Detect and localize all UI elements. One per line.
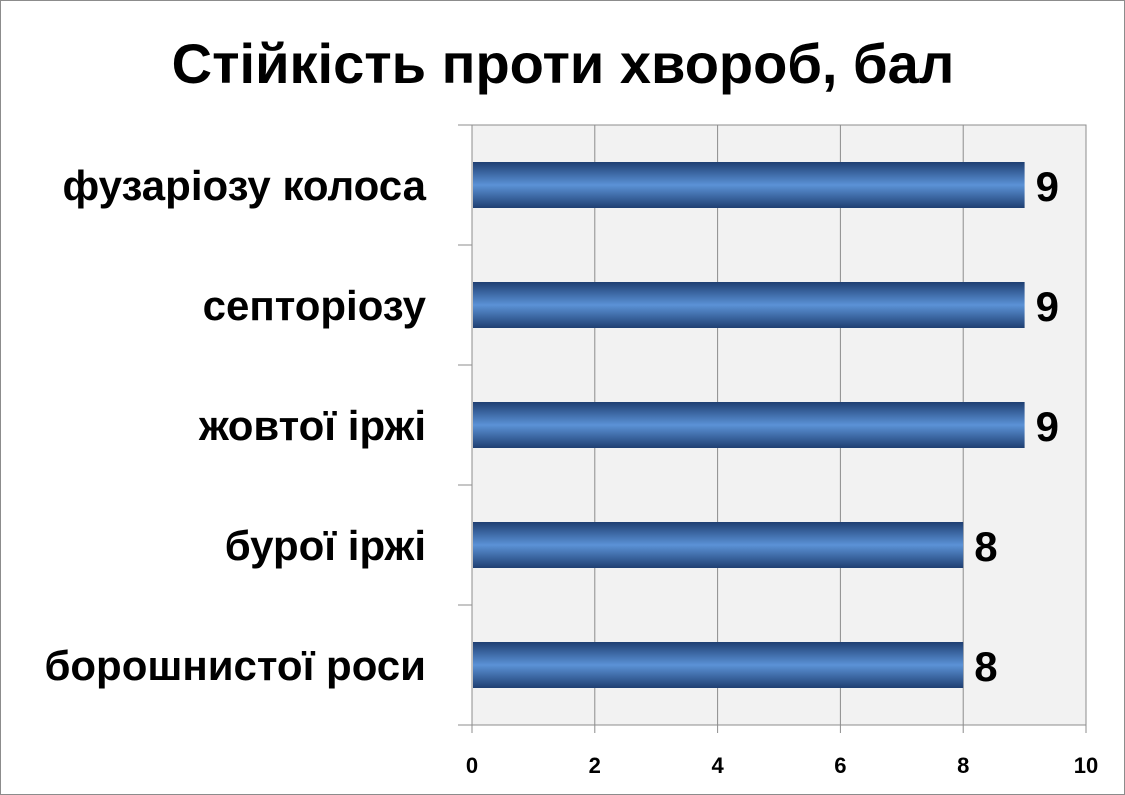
bar — [473, 282, 1025, 328]
category-label: фузаріозу колоса — [62, 162, 426, 209]
bar — [473, 402, 1025, 448]
x-tick-label: 8 — [957, 753, 969, 778]
data-label: 9 — [1036, 403, 1059, 450]
data-label: 8 — [974, 643, 997, 690]
bar — [473, 162, 1025, 208]
x-tick-label: 4 — [711, 753, 724, 778]
bar — [473, 522, 964, 568]
x-tick-label: 2 — [589, 753, 601, 778]
data-label: 8 — [974, 523, 997, 570]
data-label: 9 — [1036, 283, 1059, 330]
chart-title: Стійкість проти хвороб, бал — [172, 32, 955, 95]
category-label: септоріозу — [203, 282, 427, 329]
category-label: борошнистої роси — [44, 642, 426, 689]
bars — [473, 162, 1025, 688]
data-label: 9 — [1036, 163, 1059, 210]
category-label: жовтої іржі — [198, 402, 426, 449]
x-tick-label: 10 — [1074, 753, 1098, 778]
x-tick-label: 0 — [466, 753, 478, 778]
axes — [458, 124, 1087, 733]
category-label: бурої іржі — [225, 522, 426, 569]
labels: фузаріозу колоса септоріозу жовтої іржі бур… — [44, 162, 1098, 778]
x-tick-label: 6 — [834, 753, 846, 778]
bar — [473, 642, 964, 688]
